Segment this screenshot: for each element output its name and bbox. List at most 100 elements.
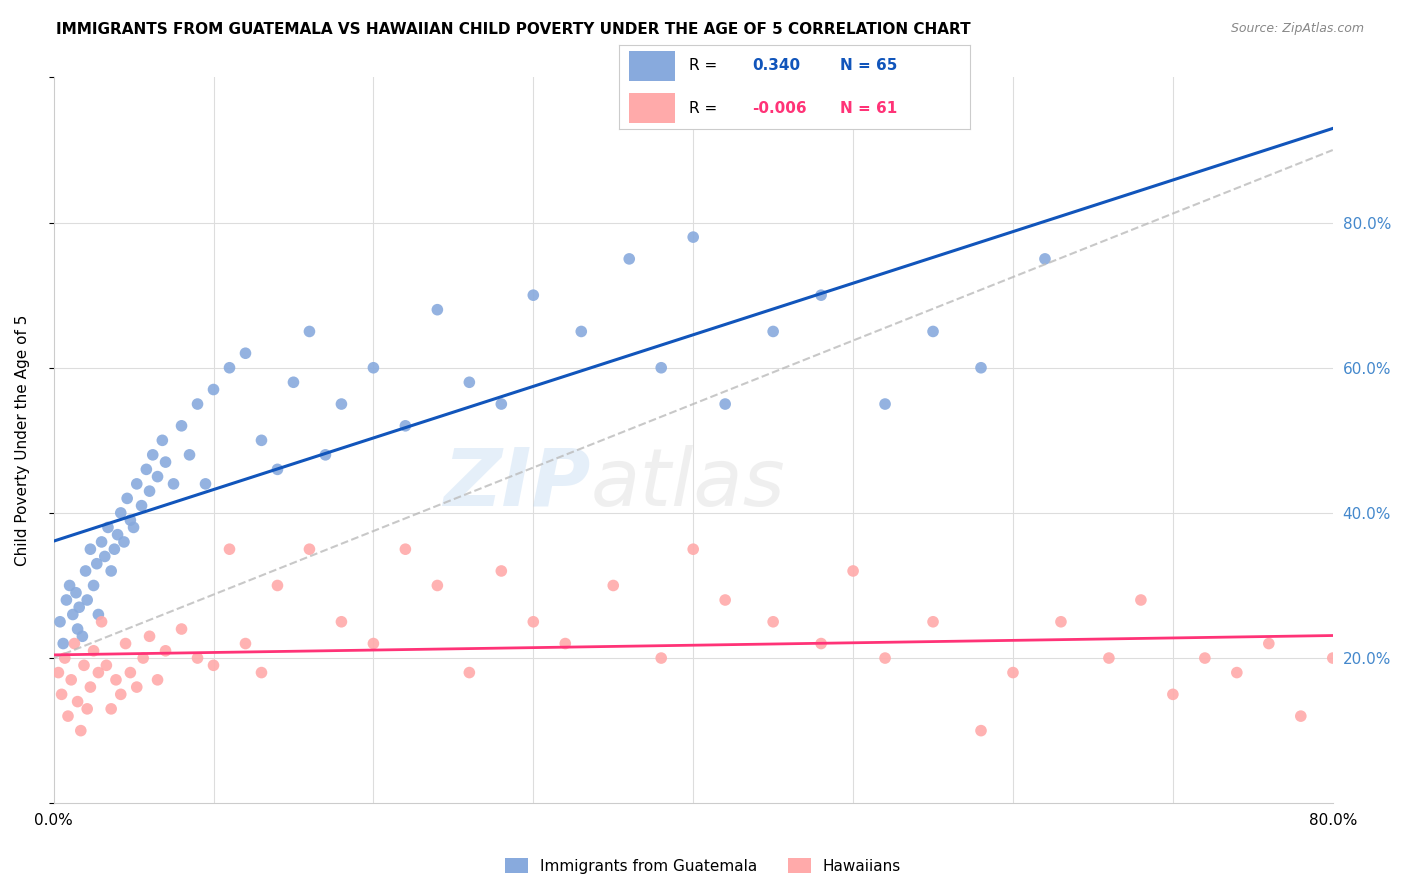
Point [49,615,72,629]
Point [179,448,201,462]
Point [810,288,832,302]
Point [59,578,82,592]
Point [1289,709,1312,723]
Point [75,564,97,578]
Point [522,615,544,629]
Point [922,615,945,629]
Point [266,462,288,476]
Point [55,593,77,607]
Point [218,360,240,375]
Point [120,513,142,527]
Point [90,615,112,629]
Point [554,636,576,650]
Point [202,658,225,673]
Point [762,325,785,339]
Point [120,665,142,680]
Point [762,615,785,629]
Point [186,651,208,665]
Point [810,636,832,650]
Point [103,542,125,557]
Point [56,709,79,723]
Point [682,230,704,244]
Point [63,636,86,650]
Point [714,397,737,411]
Point [1129,593,1152,607]
Y-axis label: Child Poverty Under the Age of 5: Child Poverty Under the Age of 5 [15,315,30,566]
Point [218,542,240,557]
Point [394,418,416,433]
Point [107,527,129,541]
Point [142,448,165,462]
Point [96,658,118,673]
Text: Source: ZipAtlas.com: Source: ZipAtlas.com [1230,22,1364,36]
FancyBboxPatch shape [630,52,675,81]
Point [250,434,273,448]
Point [90,535,112,549]
Point [363,636,385,650]
Point [94,549,117,564]
Point [394,542,416,557]
Point [202,383,225,397]
Point [72,629,94,643]
Point [714,593,737,607]
Point [1001,665,1024,680]
Point [115,491,138,506]
Point [250,665,273,680]
Point [170,622,193,636]
Point [110,687,132,701]
Point [87,665,110,680]
Point [79,542,101,557]
Point [458,665,481,680]
Point [283,376,305,390]
Point [235,346,257,360]
Point [52,636,75,650]
Point [162,476,184,491]
Point [122,520,145,534]
Point [186,397,208,411]
Point [1098,651,1121,665]
Point [1050,615,1073,629]
Point [69,723,91,738]
Point [314,448,336,462]
Point [146,469,169,483]
Point [970,723,993,738]
Point [53,651,76,665]
Point [458,376,481,390]
Point [1194,651,1216,665]
Point [922,325,945,339]
Point [135,462,157,476]
Point [842,564,865,578]
Text: ZIP: ZIP [443,445,591,523]
Point [619,252,641,266]
Point [330,615,353,629]
Point [873,651,896,665]
Point [569,325,592,339]
Point [426,578,449,592]
Point [1322,651,1344,665]
Point [298,325,321,339]
Text: -0.006: -0.006 [752,101,807,116]
Point [155,644,177,658]
Point [650,651,672,665]
Point [100,702,122,716]
Point [146,673,169,687]
Point [1226,665,1249,680]
Point [51,687,73,701]
Text: atlas: atlas [591,445,786,523]
Point [114,636,136,650]
Point [87,607,110,622]
Point [970,360,993,375]
Point [65,586,87,600]
Text: N = 65: N = 65 [839,58,897,73]
Point [62,607,84,622]
Point [60,673,83,687]
Point [67,600,90,615]
Point [112,535,135,549]
Point [66,622,89,636]
Point [682,542,704,557]
Point [266,578,288,592]
Point [138,629,160,643]
Point [873,397,896,411]
Point [79,680,101,694]
Point [100,564,122,578]
